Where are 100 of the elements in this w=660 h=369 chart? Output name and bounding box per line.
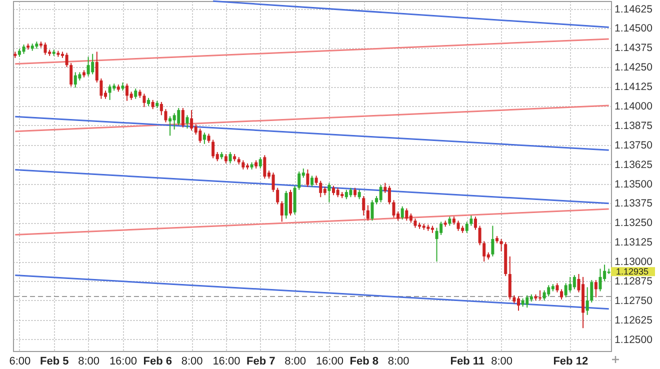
candlestick [172, 112, 176, 130]
candlestick [474, 216, 477, 230]
candlestick [258, 156, 262, 170]
x-tick-label: Feb 8 [350, 356, 378, 368]
candlestick [344, 189, 348, 200]
candlestick [263, 154, 266, 180]
x-tick-label: Feb 12 [553, 356, 588, 368]
candlestick [500, 238, 503, 252]
candlestick [465, 221, 468, 234]
x-tick-label: 6:00 [9, 356, 31, 368]
candlestick [314, 175, 318, 186]
x-tick-label: 8:00 [78, 356, 100, 368]
candlestick [440, 221, 443, 236]
candlestick [409, 212, 412, 224]
candlestick [508, 256, 512, 300]
y-tick-label: 1.12875 [614, 276, 653, 288]
candlestick [142, 93, 146, 108]
candlestick [151, 99, 154, 110]
candlestick [298, 170, 301, 190]
candlestick [435, 227, 438, 262]
candlestick [198, 128, 202, 144]
candlestick [319, 180, 322, 198]
x-tick-label: Feb 6 [143, 356, 172, 368]
candlestick [590, 280, 594, 303]
y-tick-label: 1.14625 [614, 3, 653, 16]
x-tick-label: 16:00 [316, 356, 344, 368]
candlestick [598, 268, 602, 292]
x-tick-label: 16:00 [212, 356, 240, 368]
y-tick-label: 1.13625 [614, 158, 653, 171]
y-tick-label: 1.12500 [614, 334, 653, 346]
candlestick [349, 187, 352, 198]
candlestick [594, 280, 598, 298]
candlestick [86, 56, 90, 77]
y-tick-label: 1.13375 [614, 198, 653, 210]
candlestick [276, 187, 280, 205]
candlestick [568, 276, 572, 293]
x-tick-label: 8:00 [388, 356, 410, 368]
candlestick [310, 175, 314, 188]
candlestick [91, 53, 94, 75]
y-tick-label: 1.13875 [614, 120, 653, 132]
candlestick [95, 51, 98, 84]
candlestick [242, 160, 245, 170]
candlestick [542, 290, 546, 301]
text: 1.12935 [616, 266, 649, 277]
candlestick [228, 152, 232, 164]
candlestick [306, 168, 310, 188]
candlestick [160, 101, 163, 116]
y-tick-label: 1.14375 [614, 42, 653, 54]
candlestick [354, 187, 357, 198]
candlestick [108, 84, 112, 100]
y-tick-label: 1.14125 [614, 81, 653, 94]
candlestick [470, 215, 473, 226]
y-tick-label: 1.13000 [614, 256, 653, 268]
x-tick-label: Feb 7 [246, 356, 276, 368]
candlestick [332, 185, 336, 196]
candlestick [207, 133, 210, 144]
candlestick [586, 286, 589, 316]
candlestick [190, 110, 194, 132]
candlestick [478, 225, 482, 246]
x-tick-label: 8:00 [284, 356, 306, 368]
candlestick [362, 196, 366, 216]
candlestick [456, 220, 460, 232]
x-tick-label: 16:00 [109, 356, 137, 368]
candlestick [414, 218, 417, 228]
candlestick [288, 189, 292, 216]
candlestick [224, 154, 228, 164]
candlestick [168, 116, 172, 136]
candlestick [74, 72, 77, 88]
candlestick [164, 108, 168, 123]
candlestick [448, 216, 452, 226]
candlestick [186, 114, 189, 130]
candlestick [44, 42, 47, 56]
candlestick [366, 204, 370, 222]
candlestick [100, 78, 103, 100]
candlestick [212, 139, 215, 159]
x-tick-label: 8:00 [181, 356, 203, 368]
candlestick [202, 132, 206, 144]
y-tick-label: 1.14250 [614, 62, 653, 74]
candlestick [526, 294, 529, 308]
x-tick-label: Feb 11 [450, 356, 485, 368]
x-tick-label: 8:00 [491, 356, 513, 368]
y-tick-label: 1.13750 [614, 139, 653, 152]
candlestick [388, 185, 391, 205]
candlestick [134, 88, 138, 100]
candlestick [560, 288, 564, 300]
candlestick [556, 282, 559, 293]
y-tick-label: 1.12750 [614, 294, 653, 307]
candlestick [358, 189, 361, 200]
candlestick [336, 187, 340, 198]
y-tick-label: 1.14500 [614, 22, 653, 35]
y-tick-label: 1.13250 [614, 217, 653, 230]
x-tick-label: Feb 5 [40, 356, 69, 368]
candlestick [379, 184, 382, 203]
candlestick [328, 182, 331, 203]
candlestick [400, 206, 404, 220]
candlestick [370, 200, 374, 222]
candlestick [181, 108, 184, 128]
candlestick [564, 282, 568, 298]
candlestick [126, 83, 129, 102]
candlestick [65, 52, 68, 68]
